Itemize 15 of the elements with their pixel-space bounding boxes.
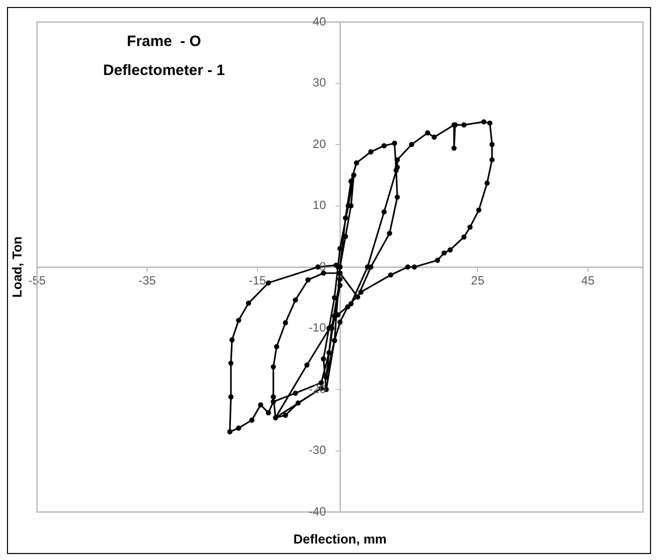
y-tick-label: 20 — [312, 136, 326, 151]
y-tick-label: 30 — [312, 76, 326, 90]
y-tick-label: -10 — [308, 320, 326, 335]
x-tick-label: 25 — [471, 274, 485, 288]
x-tick-label: -35 — [138, 274, 156, 288]
x-tick-label: -15 — [248, 274, 266, 288]
y-tick-label: 40 — [312, 14, 326, 28]
text: Deflectometer - 1 — [103, 62, 225, 80]
x-axis-title: Deflection, mm — [293, 532, 387, 547]
x-tick-label: 45 — [581, 274, 595, 288]
y-axis-title: Load, Ton — [10, 236, 25, 298]
y-tick-label: 10 — [312, 198, 326, 212]
text: Frame - O — [126, 33, 202, 50]
y-tick-label: -40 — [308, 504, 326, 518]
y-tick-label: -30 — [308, 443, 326, 458]
